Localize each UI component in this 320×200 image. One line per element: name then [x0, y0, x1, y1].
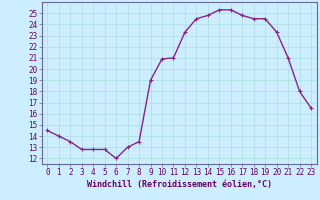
- X-axis label: Windchill (Refroidissement éolien,°C): Windchill (Refroidissement éolien,°C): [87, 180, 272, 189]
